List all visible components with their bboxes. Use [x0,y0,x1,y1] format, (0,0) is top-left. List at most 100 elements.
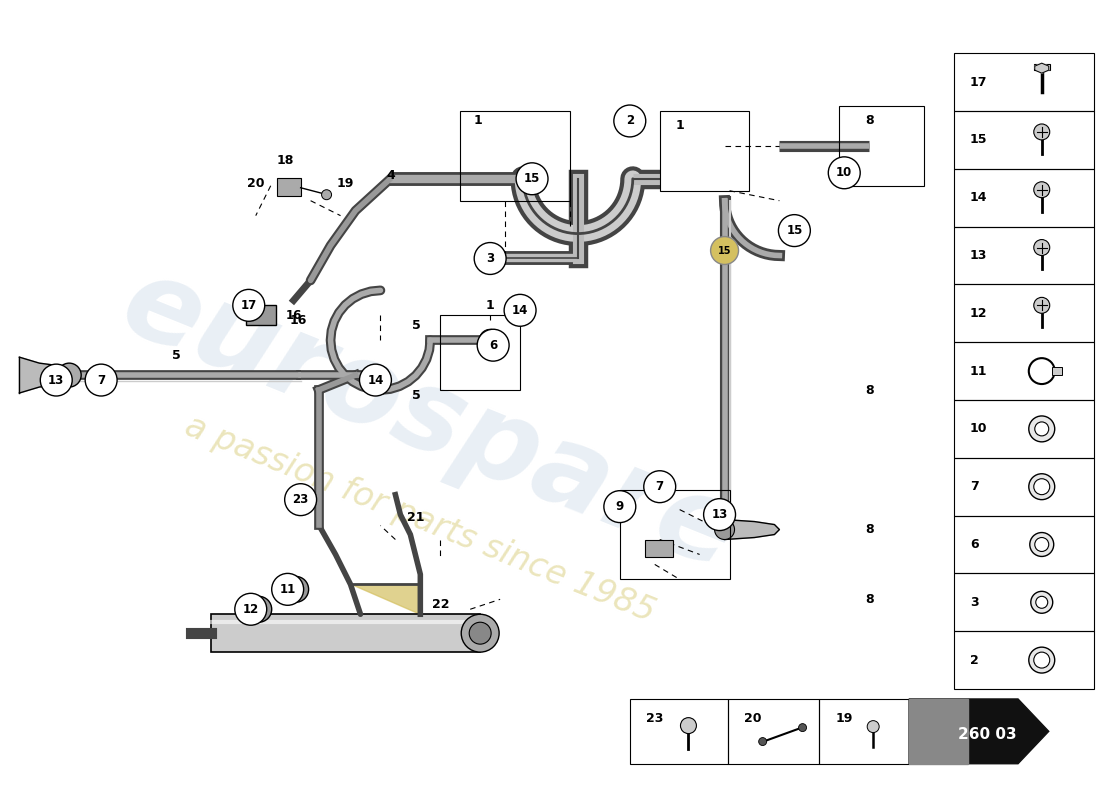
Text: 10: 10 [836,166,852,179]
Text: 5: 5 [412,318,420,332]
Text: 4: 4 [386,170,395,182]
Text: 15: 15 [786,224,803,237]
Text: 3: 3 [970,596,979,609]
Circle shape [461,614,499,652]
Circle shape [1031,591,1053,614]
Text: 17: 17 [970,76,988,89]
Bar [1034,64,1049,70]
Circle shape [233,290,265,322]
Text: 7: 7 [656,480,663,493]
Circle shape [1034,652,1049,668]
Circle shape [285,484,317,515]
Text: 13: 13 [48,374,65,386]
Text: 14: 14 [367,374,384,386]
Circle shape [1028,474,1055,500]
Polygon shape [725,519,780,539]
Bar [440,315,520,390]
Text: 23: 23 [293,493,309,506]
Bar [645,539,673,558]
Circle shape [604,490,636,522]
Circle shape [486,336,494,344]
Bar [954,515,1093,574]
Text: 15: 15 [718,246,732,255]
Circle shape [283,576,309,602]
Circle shape [711,237,738,265]
Text: 23: 23 [646,712,663,726]
Text: 19: 19 [337,178,354,190]
Text: 9: 9 [616,500,624,513]
Text: 14: 14 [970,191,988,204]
Text: 5: 5 [412,389,420,402]
Text: 8: 8 [865,114,873,127]
Circle shape [57,363,81,387]
Circle shape [245,596,272,622]
Polygon shape [909,699,968,764]
Circle shape [1028,416,1055,442]
Text: 20: 20 [744,712,761,726]
Circle shape [474,242,506,274]
Bar [954,342,1093,400]
Bar [460,111,570,201]
Text: 5: 5 [172,349,180,362]
Bar [954,111,1093,169]
Circle shape [1030,533,1054,557]
Circle shape [1035,538,1048,551]
Circle shape [681,718,696,734]
Text: eurospare: eurospare [107,246,754,594]
Circle shape [614,105,646,137]
Circle shape [828,157,860,189]
Polygon shape [20,357,69,393]
Circle shape [1034,478,1049,494]
Text: 1: 1 [474,114,483,127]
Bar [727,699,820,764]
Bar [277,178,300,196]
Text: 12: 12 [243,602,258,616]
Circle shape [504,294,536,326]
Text: 18: 18 [277,154,295,167]
Text: 22: 22 [431,598,449,610]
Text: 13: 13 [970,249,988,262]
Text: 16: 16 [286,309,302,322]
Circle shape [1034,298,1049,314]
Bar [954,226,1093,285]
Text: 15: 15 [524,172,540,186]
Circle shape [704,498,736,530]
Text: 20: 20 [248,178,264,190]
Circle shape [867,721,879,733]
Circle shape [234,594,266,626]
Text: 6: 6 [970,538,979,551]
Circle shape [516,163,548,194]
Bar [954,631,1093,689]
Bar [954,169,1093,226]
Circle shape [485,254,495,263]
Circle shape [41,364,73,396]
Circle shape [1034,124,1049,140]
Text: 1: 1 [675,119,684,133]
Circle shape [85,364,117,396]
Text: 3: 3 [486,252,494,265]
Circle shape [759,738,767,746]
Circle shape [482,250,498,266]
Circle shape [470,622,491,644]
Bar [660,111,749,190]
Bar [1052,367,1062,375]
Circle shape [480,330,502,351]
Circle shape [483,334,497,347]
Text: 16: 16 [290,314,307,326]
Circle shape [1034,182,1049,198]
Text: 2: 2 [626,114,634,127]
Bar [630,699,727,764]
Bar [954,400,1093,458]
Circle shape [1034,239,1049,255]
Bar [619,490,729,579]
Circle shape [272,574,304,606]
Text: 8: 8 [865,593,873,606]
Circle shape [321,190,331,200]
Polygon shape [1035,63,1048,73]
Text: 21: 21 [407,511,425,524]
Bar [954,285,1093,342]
Circle shape [1036,596,1047,608]
Circle shape [477,330,509,361]
Text: 12: 12 [970,307,988,320]
Polygon shape [351,584,420,614]
